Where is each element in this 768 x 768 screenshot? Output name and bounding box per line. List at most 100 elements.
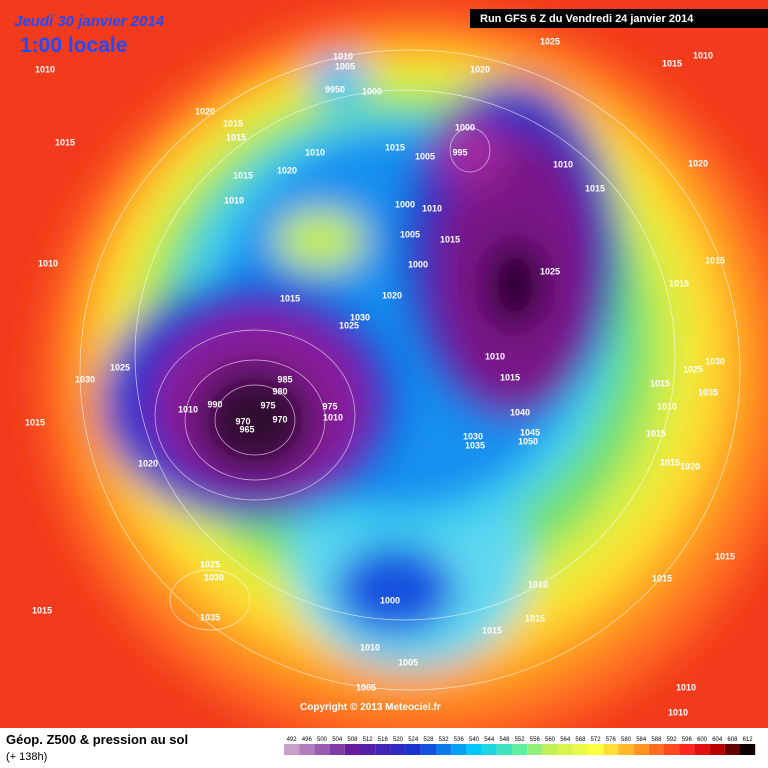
scale-cell [420, 744, 436, 755]
color-scale: 492 496 500 504 508 512 516 520 524 528 532 536 540 5… [284, 737, 756, 755]
scale-label: 576 [606, 737, 617, 743]
scale-cell [512, 744, 528, 755]
scale-cell [724, 744, 740, 755]
scale-label: 516 [378, 737, 389, 743]
pressure-label: 1025 [110, 362, 130, 372]
scale-cell [314, 744, 330, 755]
pressure-label: 1030 [705, 356, 725, 366]
pressure-label: 1025 [540, 266, 560, 276]
scale-cell [481, 744, 497, 755]
field [0, 0, 768, 728]
pressure-label: 1010 [676, 682, 696, 692]
pressure-label: 1000 [408, 259, 428, 269]
scale-label: 572 [591, 737, 602, 743]
pressure-label: 1010 [38, 258, 58, 268]
pressure-label: 1015 [55, 137, 75, 147]
pressure-label: 1015 [226, 132, 246, 142]
scale-label: 560 [545, 737, 556, 743]
scale-cell [284, 744, 300, 755]
pressure-label: 1015 [440, 234, 460, 244]
pressure-label: 1015 [646, 428, 666, 438]
scale-cell [618, 744, 634, 755]
footer-title: Géop. Z500 & pression au sol [6, 732, 188, 747]
scale-label: 532 [439, 737, 450, 743]
scale-cell [344, 744, 360, 755]
scale-label: 504 [332, 737, 343, 743]
pressure-label: 975 [260, 400, 275, 410]
scale-label: 508 [347, 737, 358, 743]
pressure-label: 1015 [705, 255, 725, 265]
scale-cell [679, 744, 695, 755]
pressure-label: 1000 [395, 199, 415, 209]
pressure-label: 1005 [400, 229, 420, 239]
pressure-label: 1010 [485, 351, 505, 361]
scale-label: 496 [302, 737, 313, 743]
pressure-label: 1005 [398, 657, 418, 667]
scale-cell [740, 744, 756, 755]
pressure-label: 1010 [422, 203, 442, 213]
pressure-label: 1010 [323, 412, 343, 422]
run: Run GFS 6 Z du Vendredi 24 janvier 2014 [480, 13, 694, 25]
pressure-label: 1025 [540, 36, 560, 46]
pressure-label: 1025 [683, 364, 703, 374]
scale-cell [588, 744, 604, 755]
pressure-label: 1015 [525, 613, 545, 623]
pressure-label: 1030 [75, 374, 95, 384]
scale-label: 520 [393, 737, 404, 743]
scale-label: 584 [636, 737, 647, 743]
scale-label: 524 [408, 737, 419, 743]
pressure-label: 990 [207, 399, 222, 409]
pressure-label: 980 [272, 386, 287, 396]
time: 1:00 locale [20, 34, 127, 57]
pressure-label: 1010 [668, 707, 688, 717]
scale-cell [709, 744, 725, 755]
scale-label: 540 [469, 737, 480, 743]
pressure-label: 1015 [585, 183, 605, 193]
pressure-label: 1020 [470, 64, 490, 74]
copyright: Copyright © 2013 Meteociel.fr [300, 702, 441, 713]
pressure-label: 1015 [385, 142, 405, 152]
pressure-label: 1010 [35, 64, 55, 74]
pressure-label: 1010 [305, 147, 325, 157]
pressure-label: 1020 [277, 165, 297, 175]
scale-cell [527, 744, 543, 755]
scale-cell [633, 744, 649, 755]
scale-cell [542, 744, 558, 755]
scale-label: 608 [727, 737, 738, 743]
pressure-label: 1005 [415, 151, 435, 161]
pressure-label: 1015 [280, 293, 300, 303]
scale-label: 548 [499, 737, 510, 743]
pressure-label: 1015 [223, 118, 243, 128]
scale-cell [496, 744, 512, 755]
pressure-label: 1025 [200, 559, 220, 569]
scale-label: 612 [743, 737, 754, 743]
pressure-label: 1030 [463, 431, 483, 441]
scale-label: 512 [363, 737, 374, 743]
run-box [470, 9, 768, 28]
pressure-label: 1010 [360, 642, 380, 652]
pressure-label: 1010 [178, 404, 198, 414]
pressure-label: 1005 [356, 682, 376, 692]
pressure-label: 1010 [553, 159, 573, 169]
pressure-label: 1030 [350, 312, 370, 322]
pressure-label: 1020 [382, 290, 402, 300]
pressure-label: 995 [452, 147, 467, 157]
scale-cell [329, 744, 345, 755]
scale-cell [664, 744, 680, 755]
pressure-label: 970 [235, 416, 250, 426]
scale-cell [405, 744, 421, 755]
pressure-label: 985 [277, 374, 292, 384]
pressure-label: 1015 [652, 573, 672, 583]
scale-label: 536 [454, 737, 465, 743]
scale-label: 492 [287, 737, 298, 743]
pressure-label: 1035 [465, 440, 485, 450]
pressure-label: 1015 [650, 378, 670, 388]
scale-cell [694, 744, 710, 755]
pressure-label: 1020 [138, 458, 158, 468]
pressure-label: 1020 [680, 461, 700, 471]
pressure-label: 1015 [233, 170, 253, 180]
scale-label: 552 [515, 737, 526, 743]
pressure-label: 1015 [662, 58, 682, 68]
